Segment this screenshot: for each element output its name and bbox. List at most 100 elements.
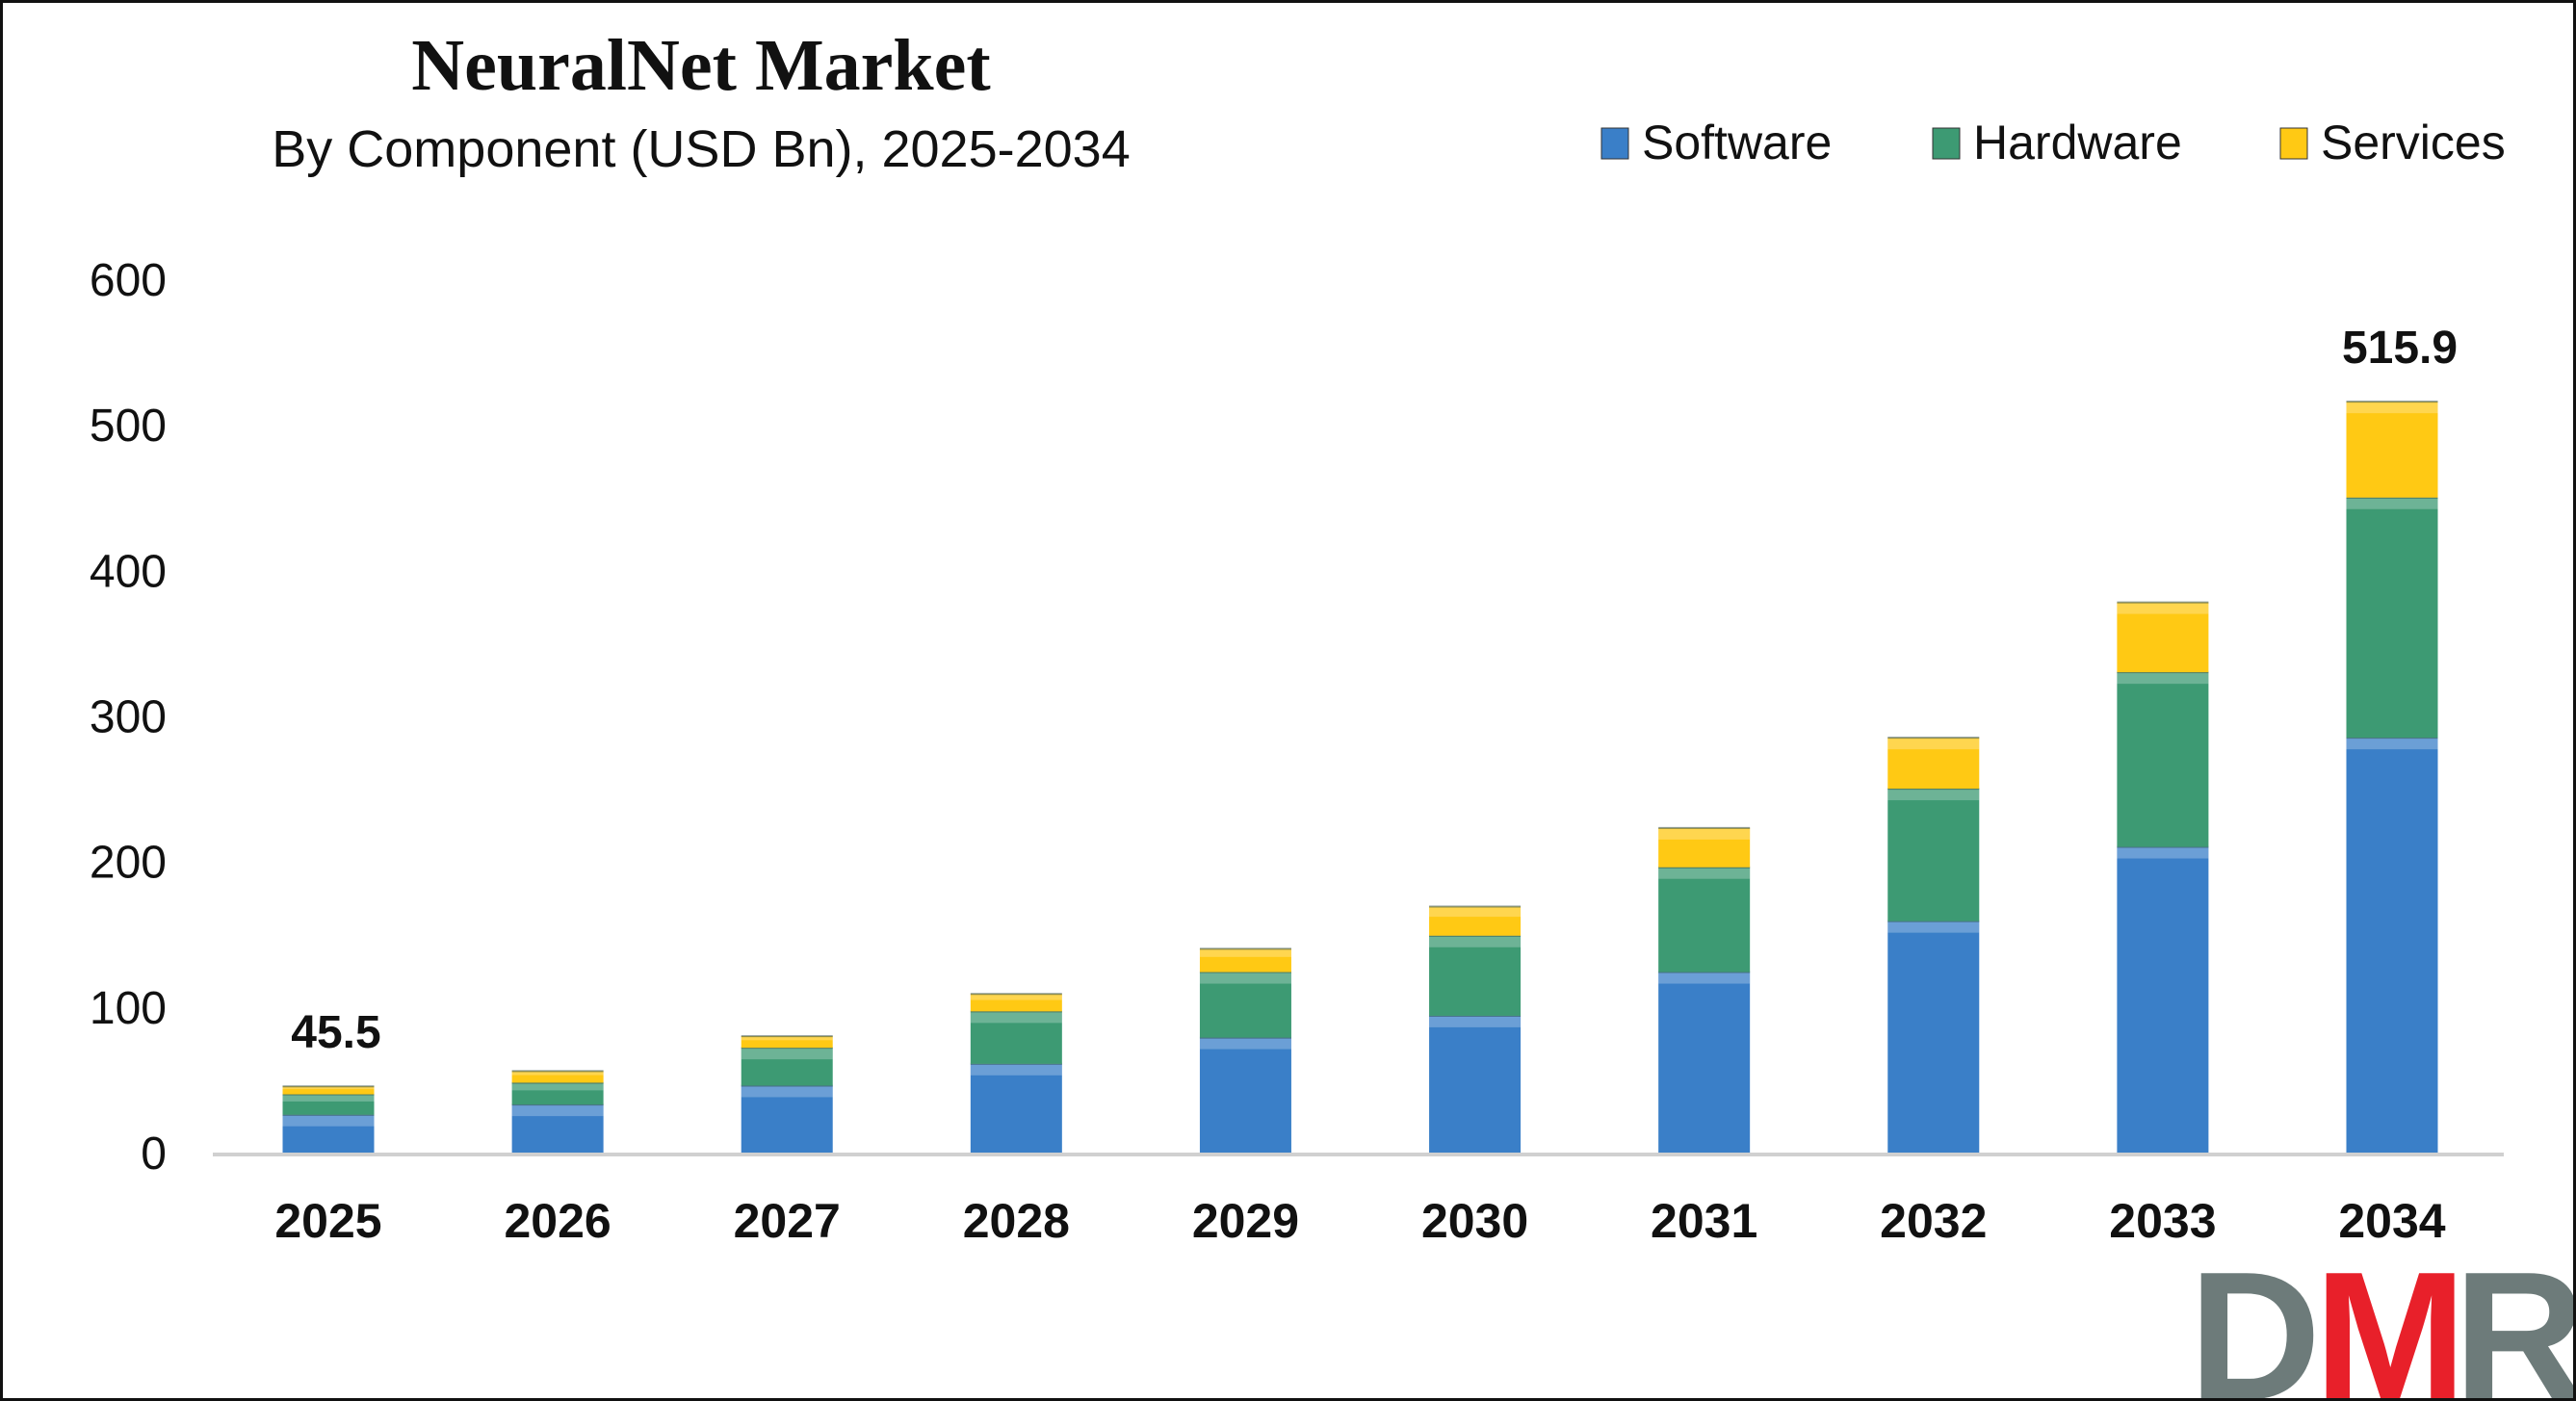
bar-bevel: [970, 1063, 1062, 1076]
bar-hardware-2033: [2117, 672, 2209, 847]
bar-bevel: [1429, 935, 1522, 947]
data-label-2025: 45.5: [291, 1007, 380, 1058]
bar-hardware-2025: [282, 1094, 375, 1115]
legend-swatch: [1600, 127, 1629, 160]
bar-bevel: [1887, 789, 1980, 801]
legend-label: Software: [1642, 116, 1832, 169]
bar-stack-2026: [511, 1070, 604, 1153]
bar-services-2034: [2346, 402, 2438, 498]
y-tick-label: 400: [90, 546, 167, 597]
bar-bevel: [1887, 921, 1980, 933]
bar-software-2026: [511, 1104, 604, 1153]
legend-swatch: [2279, 127, 2308, 160]
x-tick-label: 2028: [963, 1194, 1070, 1248]
bar-software-2028: [970, 1063, 1062, 1153]
bar-software-2033: [2117, 846, 2209, 1153]
bar-bevel: [511, 1104, 604, 1117]
bar-stack-2027: [741, 1035, 833, 1153]
bar-services-2031: [1658, 827, 1751, 868]
bar-bevel: [511, 1071, 604, 1076]
bar-services-2033: [2117, 602, 2209, 673]
bar-hardware-2031: [1658, 867, 1751, 973]
bar-services-2029: [1199, 948, 1291, 973]
data-labels: 45.5 515.9: [291, 323, 2458, 1058]
x-tick-label: 2034: [2338, 1194, 2445, 1248]
bar-services-2028: [970, 994, 1062, 1012]
bar-bevel: [1199, 948, 1291, 957]
bar-software-2031: [1658, 972, 1751, 1153]
bar-bevel: [2346, 738, 2438, 750]
legend: Software Hardware Services: [1600, 116, 2506, 169]
bar-hardware-2027: [741, 1048, 833, 1086]
bar-stack-2034: [2346, 401, 2438, 1153]
bar-hardware-2032: [1887, 789, 1980, 921]
bar-bevel: [741, 1036, 833, 1041]
bar-bevel: [2346, 402, 2438, 414]
bar-stack-2031: [1658, 826, 1751, 1153]
bar-hardware-2026: [511, 1082, 604, 1105]
bar-stack-2033: [2117, 601, 2209, 1153]
bar-services-2032: [1887, 738, 1980, 790]
y-tick-label: 500: [90, 401, 167, 452]
bar-hardware-2030: [1429, 935, 1522, 1016]
bar-software-2034: [2346, 738, 2438, 1153]
bar-software-2030: [1429, 1015, 1522, 1153]
bars: [282, 401, 2438, 1153]
x-tick-label: 2026: [504, 1194, 611, 1248]
bar-bevel: [970, 1011, 1062, 1024]
bar-bevel: [2346, 497, 2438, 509]
bar-stack-2030: [1429, 905, 1522, 1153]
x-tick-label: 2025: [274, 1194, 381, 1248]
x-tick-label: 2029: [1192, 1194, 1299, 1248]
bar-software-2027: [741, 1085, 833, 1153]
bar-bevel: [1658, 827, 1751, 840]
bar-services-2030: [1429, 906, 1522, 936]
bar-software-2029: [1199, 1037, 1291, 1153]
bar-bevel: [1429, 906, 1522, 918]
y-tick-label: 100: [90, 983, 167, 1034]
bar-software-2025: [282, 1114, 375, 1153]
bar-hardware-2029: [1199, 972, 1291, 1038]
x-tick-label: 2027: [734, 1194, 841, 1248]
y-axis: 0 100 200 300 400 500 600: [90, 255, 167, 1180]
logo-letter-r: R: [2454, 1234, 2576, 1401]
bar-services-2025: [282, 1086, 375, 1095]
bar-stack-2029: [1199, 947, 1291, 1153]
bar-services-2026: [511, 1071, 604, 1083]
bar-bevel: [1429, 1015, 1522, 1027]
x-tick-label: 2033: [2109, 1194, 2216, 1248]
x-tick-label: 2030: [1421, 1194, 1528, 1248]
bar-bevel: [2117, 672, 2209, 685]
bar-hardware-2028: [970, 1011, 1062, 1064]
x-tick-label: 2031: [1651, 1194, 1757, 1248]
legend-swatch: [1932, 127, 1961, 160]
bar-bevel: [511, 1082, 604, 1091]
y-tick-label: 300: [90, 692, 167, 743]
legend-item-services: Services: [2279, 116, 2506, 169]
logo-letter-m: M: [2314, 1234, 2466, 1401]
y-tick-label: 0: [141, 1129, 167, 1180]
chart-title: NeuralNet Market: [411, 25, 990, 106]
bar-bevel: [1658, 867, 1751, 879]
data-label-2034: 515.9: [2342, 323, 2458, 374]
bar-bevel: [282, 1094, 375, 1102]
bar-bevel: [741, 1048, 833, 1060]
legend-item-hardware: Hardware: [1932, 116, 2182, 169]
bar-bevel: [1658, 972, 1751, 984]
bar-services-2027: [741, 1036, 833, 1049]
bar-bevel: [2117, 846, 2209, 859]
legend-label: Hardware: [1973, 116, 2182, 169]
bar-hardware-2034: [2346, 497, 2438, 739]
y-tick-label: 600: [90, 255, 167, 306]
bar-bevel: [282, 1114, 375, 1127]
bar-software-2032: [1887, 921, 1980, 1153]
y-tick-label: 200: [90, 838, 167, 889]
dmr-logo: D M R: [2189, 1234, 2576, 1401]
bar-stack-2025: [282, 1085, 375, 1153]
legend-item-software: Software: [1600, 116, 1832, 169]
bar-bevel: [970, 994, 1062, 1000]
legend-label: Services: [2321, 116, 2506, 169]
bar-bevel: [741, 1085, 833, 1098]
bar-stack-2028: [970, 993, 1062, 1153]
